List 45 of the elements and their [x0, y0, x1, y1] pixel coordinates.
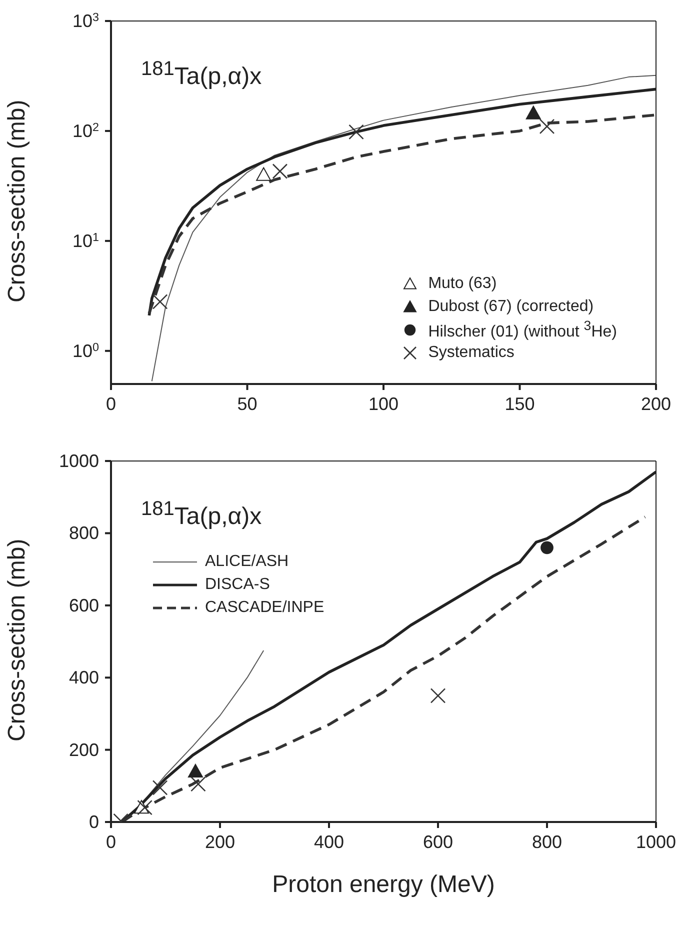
point: [152, 780, 168, 796]
point: [430, 688, 446, 704]
y-tick-label: 200: [68, 740, 99, 760]
point: [540, 541, 554, 554]
point: [152, 294, 168, 310]
x-tick-label: 200: [204, 832, 236, 852]
legend-label: Dubost (67) (corrected): [428, 298, 594, 316]
x-tick-label: 50: [237, 394, 258, 414]
point: [526, 106, 541, 120]
y-tick-label: 0: [88, 812, 99, 832]
y-axis-title: Cross-section (mb): [4, 100, 31, 302]
x-tick-label: 150: [504, 394, 535, 414]
legend-label: ALICE/ASH: [205, 552, 289, 570]
legend-label: CASCADE/INPE: [205, 598, 324, 616]
point: [256, 167, 272, 181]
point: [137, 800, 152, 816]
x-axis-title: Proton energy (MeV): [272, 871, 495, 898]
y-tick-label: 10$^{3}$: [72, 10, 99, 31]
legend-label: Systematics: [428, 344, 514, 362]
legend-label: Hilscher (01) (without $^{3}$He): [428, 318, 617, 342]
x-tick-label: 100: [368, 394, 399, 414]
y-tick-label: 10$^{2}$: [72, 120, 99, 141]
y-tick-label: 10$^{1}$: [72, 230, 99, 251]
annotation: $^{181}$Ta(p,α)x: [141, 498, 262, 531]
y-tick-label: 800: [68, 523, 99, 544]
y-tick-label: 400: [68, 668, 99, 688]
x-tick-label: 600: [422, 832, 454, 852]
x-tick-label: 200: [640, 394, 672, 414]
x-tick-label: 800: [532, 832, 562, 852]
x-tick-label: 0: [106, 832, 116, 852]
point: [190, 776, 206, 792]
y-axis-title: Cross-section (mb): [4, 538, 31, 742]
x-tick-label: 400: [314, 832, 344, 852]
legend-label: Muto (63): [428, 274, 497, 292]
point: [348, 124, 364, 140]
y-tick-label: 1000: [58, 451, 99, 471]
x-tick-label: 1000: [636, 832, 676, 852]
point: [188, 764, 203, 778]
x-tick-label: 0: [106, 394, 116, 414]
y-tick-label: 600: [68, 595, 99, 616]
legend-label: DISCA-S: [205, 576, 270, 594]
point: [272, 164, 288, 179]
point: [539, 118, 555, 134]
annotation: $^{181}$Ta(p,α)x: [141, 58, 262, 91]
y-tick-label: 10$^{0}$: [72, 340, 100, 361]
